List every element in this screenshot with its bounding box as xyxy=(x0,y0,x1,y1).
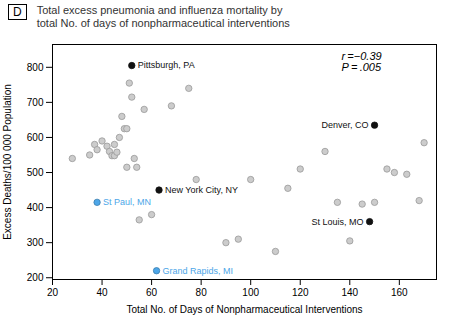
svg-text:120: 120 xyxy=(292,287,309,298)
svg-text:400: 400 xyxy=(27,202,44,213)
svg-text:Total No. of Days of Nonpharma: Total No. of Days of Nonpharmaceutical I… xyxy=(126,304,362,315)
svg-text:700: 700 xyxy=(27,97,44,108)
svg-text:r =−0.39P = .005: r =−0.39P = .005 xyxy=(342,50,382,73)
html-text:total No. of days of nonpharma: total No. of days of nonpharmaceutical i… xyxy=(36,17,290,29)
svg-text:60: 60 xyxy=(146,287,158,298)
svg-text:St Louis, MO: St Louis, MO xyxy=(312,217,364,227)
svg-text:300: 300 xyxy=(27,237,44,248)
svg-text:Pittsburgh, PA: Pittsburgh, PA xyxy=(138,60,195,70)
html-text:Total excess pneumonia and inf: Total excess pneumonia and influenza mor… xyxy=(36,4,283,16)
svg-text:Grand Rapids, MI: Grand Rapids, MI xyxy=(163,266,234,276)
svg-text:St Paul, MN: St Paul, MN xyxy=(103,197,151,207)
svg-text:20: 20 xyxy=(47,287,59,298)
svg-text:600: 600 xyxy=(27,132,44,143)
svg-text:Denver, CO: Denver, CO xyxy=(322,120,369,130)
svg-text:New York City, NY: New York City, NY xyxy=(165,185,238,195)
svg-text:80: 80 xyxy=(196,287,208,298)
svg-text:100: 100 xyxy=(242,287,259,298)
svg-text:200: 200 xyxy=(27,272,44,283)
html-text:D: D xyxy=(13,5,22,19)
svg-text:500: 500 xyxy=(27,167,44,178)
svg-text:800: 800 xyxy=(27,61,44,72)
svg-text:140: 140 xyxy=(341,287,358,298)
svg-text:160: 160 xyxy=(391,287,408,298)
svg-text:40: 40 xyxy=(96,287,108,298)
svg-text:Excess Deaths/100 000 Populati: Excess Deaths/100 000 Population xyxy=(2,84,13,240)
